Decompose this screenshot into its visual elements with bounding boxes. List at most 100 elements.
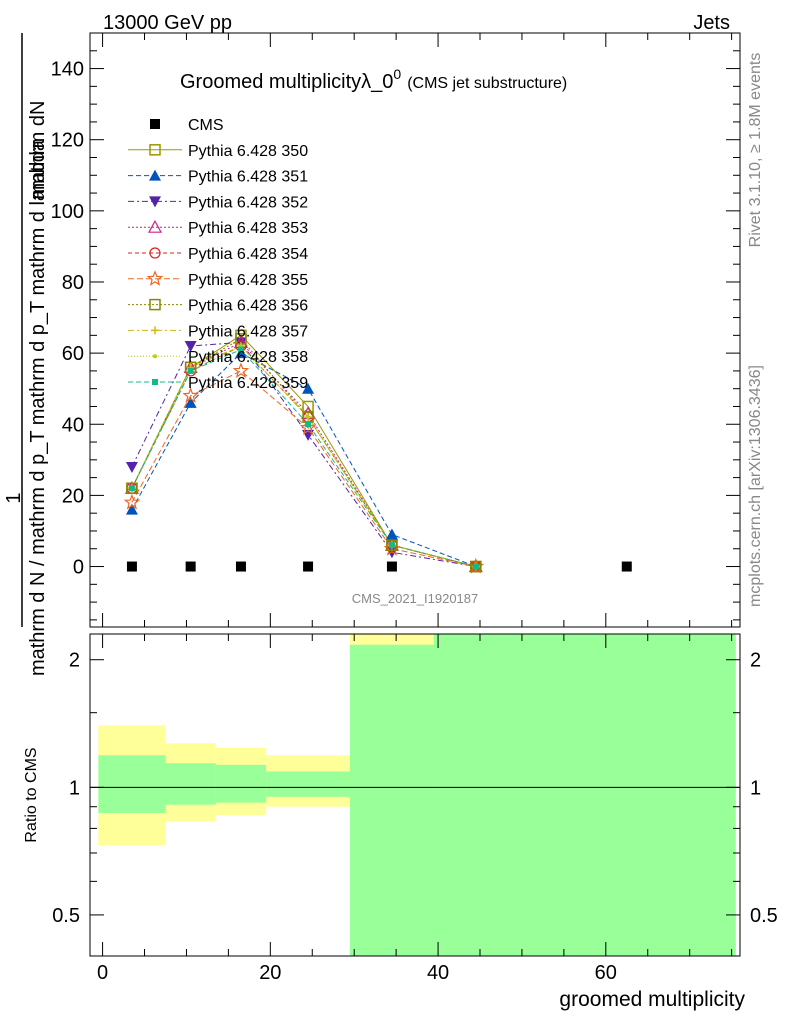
ratio-band-inner <box>98 755 166 813</box>
cms-data-point <box>303 561 314 572</box>
legend-label: Pythia 6.428 350 <box>188 143 308 160</box>
ratio-frame <box>89 633 741 957</box>
legend-marker <box>149 298 161 311</box>
legend-item-cms: CMS <box>150 117 224 134</box>
legend-item-2: Pythia 6.428 352 <box>128 194 308 211</box>
ratio-ytick-label-right: 2 <box>750 650 761 672</box>
main-series-lines <box>131 334 476 567</box>
series-line-7 <box>131 345 476 567</box>
legend-marker <box>147 219 163 233</box>
xtick-label: 20 <box>259 962 281 984</box>
series-1-point <box>234 347 247 359</box>
cms-data-point <box>386 561 397 572</box>
ratio-ytick-label-right: 0.5 <box>750 905 778 927</box>
ratio-band-inner <box>433 634 736 956</box>
watermark: CMS_2021_I1920187 <box>352 591 479 606</box>
series-9-point <box>237 346 244 353</box>
legend-label: Pythia 6.428 353 <box>188 220 308 237</box>
cms-data-point <box>126 561 137 572</box>
legend-marker <box>151 326 159 335</box>
legend-item-1: Pythia 6.428 351 <box>128 169 308 186</box>
series-5-point <box>182 387 199 403</box>
rivet-label: Rivet 3.1.10, ≥ 1.8M events <box>747 53 764 248</box>
mcplots-label: mcplots.cern.ch [arXiv:1306.3436] <box>747 365 764 607</box>
series-line-1 <box>131 352 476 567</box>
ratio-band-inner <box>215 764 267 803</box>
chart-title: Groomed multiplicityλ_00(CMS jet substru… <box>180 66 567 93</box>
legend-label: Pythia 6.428 351 <box>188 169 308 186</box>
xtick-label: 60 <box>595 962 617 984</box>
legend-item-8: Pythia 6.428 358 <box>128 349 308 366</box>
series-line-2 <box>131 341 476 567</box>
ylabel-top: mathrm dN <box>27 101 49 200</box>
series-1-point <box>184 396 197 408</box>
series-2-point <box>184 341 197 353</box>
series-9-point <box>472 563 479 570</box>
series-9-point <box>128 485 135 492</box>
legend-marker <box>152 379 158 385</box>
main-ytick-label: 20 <box>62 485 84 507</box>
main-ytick-label: 120 <box>51 130 84 152</box>
series-9-point <box>305 421 312 428</box>
legend-marker <box>146 270 164 286</box>
legend-label: CMS <box>188 117 224 134</box>
x-axis-label: groomed multiplicity <box>559 988 745 1011</box>
legend-item-4: Pythia 6.428 354 <box>128 246 308 263</box>
series-9-point <box>388 542 395 549</box>
legend-marker-cms <box>150 119 160 129</box>
legend-marker <box>153 354 157 359</box>
legend-item-6: Pythia 6.428 356 <box>128 298 308 315</box>
ylabel-numerator: 1 <box>3 492 25 503</box>
series-5-point <box>299 419 317 435</box>
legend-label: Pythia 6.428 352 <box>188 194 308 211</box>
ratio-band-inner <box>165 763 216 805</box>
ratio-ytick-label: 2 <box>69 650 80 672</box>
ratio-y-label: Ratio to CMS <box>23 747 40 842</box>
series-6-point <box>470 560 482 573</box>
series-6-point <box>386 539 398 551</box>
ratio-ytick-label: 0.5 <box>52 905 80 927</box>
legend-item-7: Pythia 6.428 357 <box>128 323 308 340</box>
ratio-ticks: 0.5 0.51 12 20 20 40 60 <box>52 634 778 984</box>
main-plot-panel: Groomed multiplicityλ_00(CMS jet substru… <box>51 32 741 628</box>
series-line-5 <box>131 370 476 567</box>
series-1-point <box>125 503 138 515</box>
series-8-point <box>306 415 311 420</box>
legend-item-9: Pythia 6.428 359 <box>128 375 308 392</box>
series-line-9 <box>131 349 476 567</box>
xtick-label: 0 <box>97 962 108 984</box>
series-5-point <box>232 362 250 378</box>
legend-marker <box>149 169 161 181</box>
legend-label: Pythia 6.428 359 <box>188 375 308 392</box>
ratio-ytick-label-right: 1 <box>750 777 761 799</box>
category-label: Jets <box>693 12 730 34</box>
main-ytick-label: 80 <box>62 272 84 294</box>
legend-label: Pythia 6.428 358 <box>188 349 308 366</box>
legend-label: Pythia 6.428 355 <box>188 272 308 289</box>
series-1-point <box>385 528 398 540</box>
ratio-ytick-label: 1 <box>69 777 80 799</box>
series-line-6 <box>131 338 476 567</box>
main-frame <box>89 32 741 628</box>
legend-marker <box>149 247 161 259</box>
legend-label: Pythia 6.428 354 <box>188 246 308 263</box>
ratio-plot-panel: 0.5 0.51 12 20 20 40 60 <box>52 633 778 984</box>
main-ytick-label: 0 <box>73 557 84 579</box>
series-line-0 <box>131 334 476 567</box>
cms-data-point <box>621 561 632 572</box>
cms-data-point <box>185 561 196 572</box>
main-ytick-label: 40 <box>62 414 84 436</box>
legend-item-5: Pythia 6.428 355 <box>128 270 308 289</box>
series-6-point <box>126 482 138 495</box>
xtick-label: 40 <box>427 962 449 984</box>
main-ticks: 0 20 40 60 80 100 120 140 <box>51 33 740 627</box>
main-y-label: 1 mathrm dN mathrm d N / mathrm d p_T ma… <box>3 33 49 676</box>
ratio-bands <box>98 634 736 956</box>
legend-label: Pythia 6.428 357 <box>188 323 308 340</box>
main-ytick-label: 140 <box>51 59 84 81</box>
ratio-band-inner <box>266 771 350 797</box>
legend: CMS Pythia 6.428 350 Pythia 6.428 351 Pythi… <box>128 117 308 392</box>
ylabel-bottom: mathrm d N / mathrm d p_T mathrm d p_T m… <box>27 139 49 676</box>
series-9-point <box>187 367 194 374</box>
